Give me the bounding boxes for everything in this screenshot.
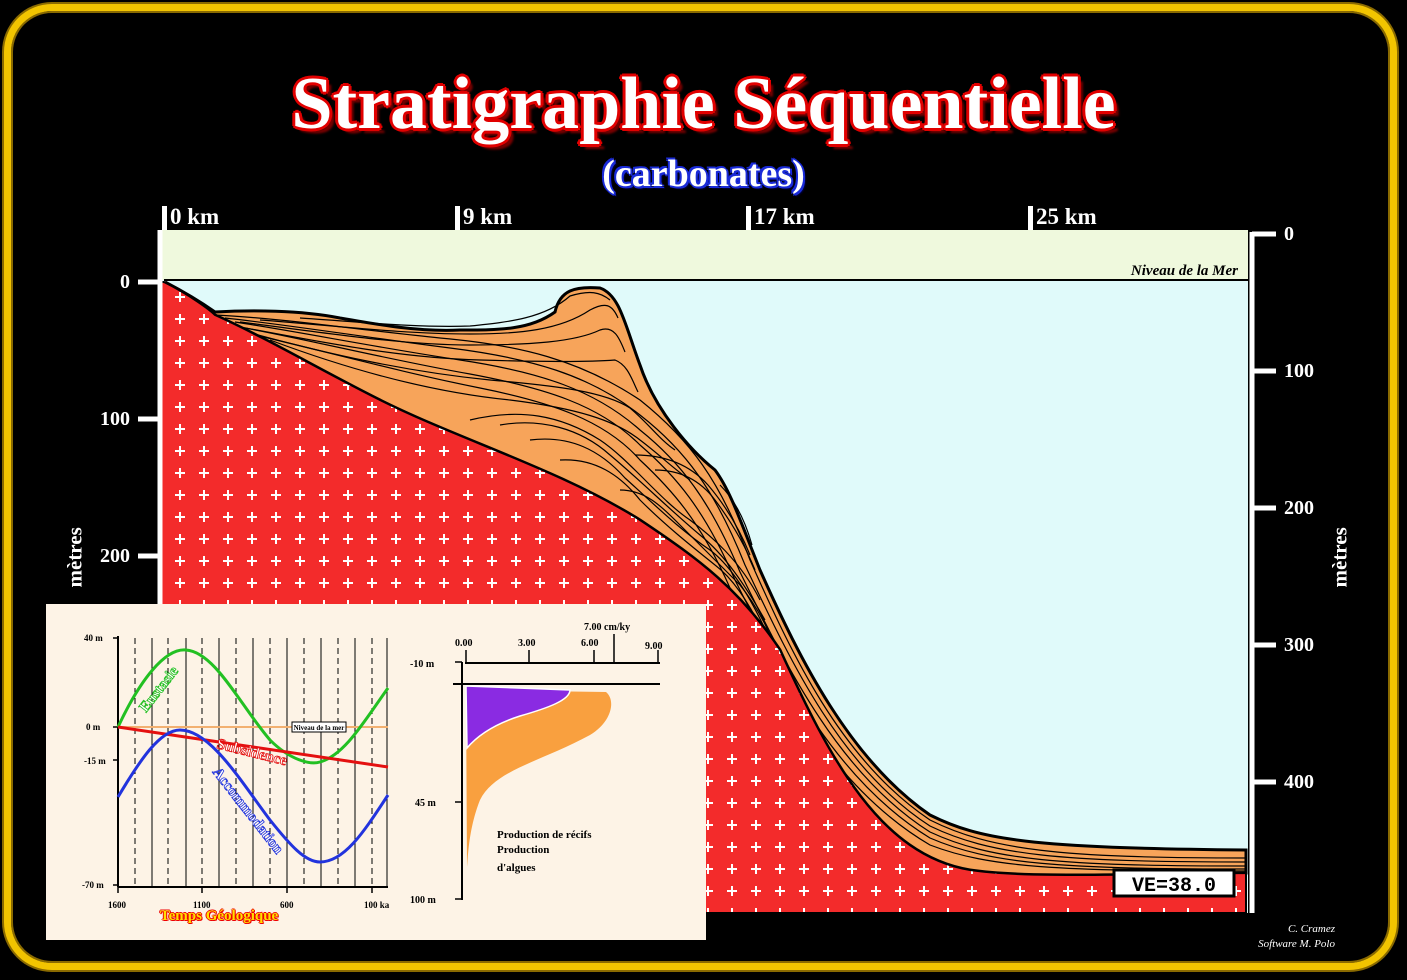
sky-band bbox=[160, 230, 1248, 280]
prod-x-tick-0: 0.00 bbox=[455, 638, 473, 649]
right-tick-400: 400 bbox=[1284, 771, 1314, 793]
prod-y-tick-neg10: -10 m bbox=[410, 659, 435, 670]
credit-line-2: Software M. Polo bbox=[1258, 938, 1335, 950]
km-label-9: 9 km bbox=[454, 204, 513, 231]
right-tick-100: 100 bbox=[1284, 360, 1314, 382]
eustasy-curve bbox=[116, 648, 390, 765]
inset-x-tick-1100: 1100 bbox=[193, 900, 211, 910]
algae-production-label-2: d'algues bbox=[497, 862, 536, 874]
reef-production-label: Production de récifs bbox=[497, 829, 592, 841]
accommodation-label: Accommodation bbox=[209, 765, 287, 858]
left-axis-ticks bbox=[138, 279, 160, 559]
km-label-25: 25 km bbox=[1028, 204, 1097, 231]
time-grid bbox=[134, 638, 388, 886]
geological-time-label: Temps Géologique bbox=[160, 908, 279, 924]
ve-box bbox=[1112, 868, 1236, 898]
km-label-0: 0 km bbox=[161, 204, 220, 231]
left-tick-200: 200 bbox=[100, 545, 130, 567]
inset-y-tick-0: 0 m bbox=[86, 722, 101, 732]
ve-label: VE=38.0 bbox=[1132, 875, 1216, 898]
inset-panel bbox=[46, 604, 706, 940]
right-tick-0: 0 bbox=[1284, 223, 1294, 245]
page-subtitle: (carbonates) bbox=[602, 153, 805, 195]
production-chart: 7.00 cm/ky 0.00 3.00 6.00 9.00 -10 m 45 … bbox=[410, 622, 663, 906]
inset-y-tick-neg15: -15 m bbox=[84, 756, 106, 766]
production-unit: 7.00 cm/ky bbox=[584, 622, 630, 633]
inset-y-tick-40: 40 m bbox=[84, 633, 103, 643]
algae-production-area bbox=[466, 690, 612, 868]
inset-x-tick-1600: 1600 bbox=[108, 900, 127, 910]
eustasy-label: Eustasie bbox=[137, 663, 183, 715]
page-title: Stratigraphie Séquentielle bbox=[291, 63, 1116, 145]
left-tick-0: 0 bbox=[120, 271, 130, 293]
right-axis-ticks bbox=[1252, 231, 1276, 785]
reef-production-area bbox=[465, 685, 571, 751]
prod-y-tick-100: 100 m bbox=[410, 895, 437, 906]
sediment-layers bbox=[214, 291, 1247, 872]
prod-y-tick-45: 45 m bbox=[415, 798, 437, 809]
subsidence-label: Subsidence bbox=[215, 736, 289, 769]
credit-line-1: C. Cramez bbox=[1287, 923, 1335, 935]
sea-level-box bbox=[291, 721, 347, 733]
right-tick-300: 300 bbox=[1284, 634, 1314, 656]
inset-x-tick-100ka: 100 ka bbox=[364, 900, 390, 910]
inset-x-tick-600: 600 bbox=[280, 900, 294, 910]
km-label-17: 17 km bbox=[746, 204, 815, 231]
prod-x-tick-6: 6.00 bbox=[581, 638, 599, 649]
left-tick-100: 100 bbox=[100, 408, 130, 430]
right-tick-200: 200 bbox=[1284, 497, 1314, 519]
accommodation-curve bbox=[116, 728, 390, 864]
prod-x-tick-9: 9.00 bbox=[645, 641, 663, 652]
algae-production-label-1: Production bbox=[497, 844, 549, 856]
credit: C. Cramez Software M. Polo bbox=[1245, 922, 1335, 952]
subsidence-curve bbox=[117, 725, 389, 769]
prod-x-tick-3: 3.00 bbox=[518, 638, 536, 649]
accommodation-chart: Niveau de la mer 40 m 0 m -15 m -70 m 16… bbox=[82, 633, 390, 910]
inset-y-tick-neg70: -70 m bbox=[82, 880, 104, 890]
sea-level-box-label: Niveau de la mer bbox=[294, 724, 345, 732]
sea-level-label: Niveau de la Mer bbox=[1130, 263, 1238, 279]
